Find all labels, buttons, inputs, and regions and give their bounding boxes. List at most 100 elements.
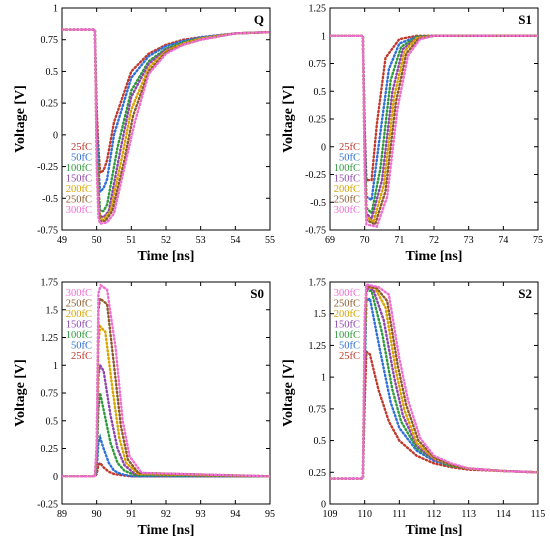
x-tick-label: 90	[92, 509, 102, 520]
panel-label: S0	[250, 286, 264, 301]
x-tick-label: 53	[196, 235, 206, 246]
legend-entry-50fC: 50fC	[339, 153, 360, 164]
legend-entry-150fC: 150fC	[66, 174, 92, 185]
x-tick-label: 73	[464, 235, 474, 246]
series-line-250fC	[330, 34, 538, 227]
x-tick-label: 54	[230, 235, 240, 246]
legend-entry-25fC: 25fC	[71, 142, 92, 153]
x-tick-label: 71	[394, 235, 404, 246]
y-tick-label: -0.75	[305, 226, 326, 237]
x-tick-label: 89	[57, 509, 67, 520]
x-tick-label: 111	[392, 509, 406, 520]
panel-label: Q	[254, 12, 264, 27]
legend-entry-50fC: 50fC	[339, 341, 360, 352]
x-axis-label: Time [ns]	[406, 249, 463, 264]
y-tick-label: 0	[53, 130, 58, 141]
x-tick-label: 69	[325, 235, 335, 246]
legend-entry-250fC: 250fC	[66, 299, 92, 310]
series-line-100fC	[330, 289, 538, 480]
series-line-50fC	[62, 433, 270, 478]
panel-s0: 89 90 91 92 93 94 95 -0.25 0 0.25 0.5 0.75 1 1.25 1.5 1…	[13, 278, 275, 539]
legend-entry-150fC: 150fC	[66, 320, 92, 331]
legend-entry-100fC: 100fC	[334, 330, 360, 341]
x-tick-label: 55	[265, 235, 275, 246]
series-line-300fC	[330, 34, 538, 229]
x-tick-label: 109	[323, 509, 338, 520]
y-tick-label: 1.5	[314, 309, 327, 320]
y-tick-label: 0	[53, 472, 58, 483]
y-axis-label: Voltage [V]	[13, 359, 28, 427]
legend-entry-150fC: 150fC	[334, 174, 360, 185]
x-axis-label: Time [ns]	[138, 523, 195, 537]
y-tick-label: -0.75	[37, 226, 58, 237]
y-tick-label: 0.25	[41, 444, 59, 455]
series-group	[330, 34, 538, 229]
series-line-150fC	[330, 286, 538, 480]
legend-entry-150fC: 150fC	[334, 320, 360, 331]
y-tick-label: 1	[321, 31, 326, 42]
series-line-250fC	[62, 28, 270, 223]
x-tick-label: 110	[357, 509, 372, 520]
series-line-200fC	[330, 34, 538, 225]
y-tick-label: -0.25	[37, 162, 58, 173]
legend-entry-300fC: 300fC	[334, 288, 360, 299]
legend-entry-100fC: 100fC	[334, 163, 360, 174]
series-group	[330, 283, 538, 480]
x-tick-label: 50	[92, 235, 102, 246]
legend-entry-200fC: 200fC	[334, 184, 360, 195]
legend-entry-300fC: 300fC	[66, 288, 92, 299]
y-tick-label: 0.25	[41, 99, 59, 110]
x-tick-label: 52	[161, 235, 171, 246]
y-tick-label: 1.5	[46, 305, 59, 316]
x-tick-label: 72	[429, 235, 439, 246]
series-line-100fC	[62, 392, 270, 478]
series-line-50fC	[330, 34, 538, 203]
legend-entry-50fC: 50fC	[71, 153, 92, 164]
x-tick-label: 51	[126, 235, 136, 246]
y-axis-label: Voltage [V]	[13, 85, 28, 153]
y-axis-label: Voltage [V]	[281, 359, 296, 427]
legend-entry-25fC: 25fC	[339, 351, 360, 362]
y-tick-label: 1	[53, 361, 58, 372]
x-tick-label: 70	[360, 235, 370, 246]
y-tick-label: 1.25	[41, 333, 59, 344]
legend-entry-250fC: 250fC	[334, 195, 360, 206]
series-line-150fC	[62, 361, 270, 478]
series-line-50fC	[330, 296, 538, 480]
y-tick-label: 0.5	[46, 416, 59, 427]
series-line-100fC	[330, 34, 538, 216]
legend-entry-25fC: 25fC	[71, 351, 92, 362]
y-tick-label: 0.5	[46, 67, 59, 78]
legend-entry-200fC: 200fC	[66, 309, 92, 320]
y-tick-label: -0.25	[305, 170, 326, 181]
y-tick-label: 1.25	[309, 341, 327, 352]
y-tick-label: -0.5	[42, 194, 58, 205]
legend-entry-250fC: 250fC	[334, 299, 360, 310]
series-line-250fC	[330, 284, 538, 480]
y-tick-label: -0.25	[37, 500, 58, 511]
series-line-200fC	[62, 28, 270, 222]
y-tick-label: 0.75	[309, 404, 327, 415]
legend-entry-300fC: 300fC	[334, 205, 360, 216]
legend-entry-100fC: 100fC	[66, 330, 92, 341]
legend-entry-200fC: 200fC	[66, 184, 92, 195]
series-group	[62, 283, 270, 478]
legend-entry-50fC: 50fC	[71, 341, 92, 352]
series-line-200fC	[330, 285, 538, 480]
x-tick-label: 95	[265, 509, 275, 520]
panel-label: S1	[518, 12, 532, 27]
legend-entry-100fC: 100fC	[66, 163, 92, 174]
panel-s2: 109 110 111 112 113 114 115 0 0.25 0.5 0.75 1 1.25 1.…	[281, 278, 545, 539]
x-axis-label: Time [ns]	[138, 249, 195, 264]
y-tick-label: -0.5	[310, 198, 326, 209]
y-axis-label: Voltage [V]	[281, 85, 296, 153]
y-tick-label: 1.25	[309, 4, 327, 15]
plot-frame	[61, 7, 271, 231]
y-tick-label: 0.75	[41, 35, 59, 46]
x-tick-label: 114	[496, 509, 511, 520]
y-tick-label: 0	[321, 500, 326, 511]
y-tick-label: 0	[321, 142, 326, 153]
y-tick-label: 1	[321, 373, 326, 384]
